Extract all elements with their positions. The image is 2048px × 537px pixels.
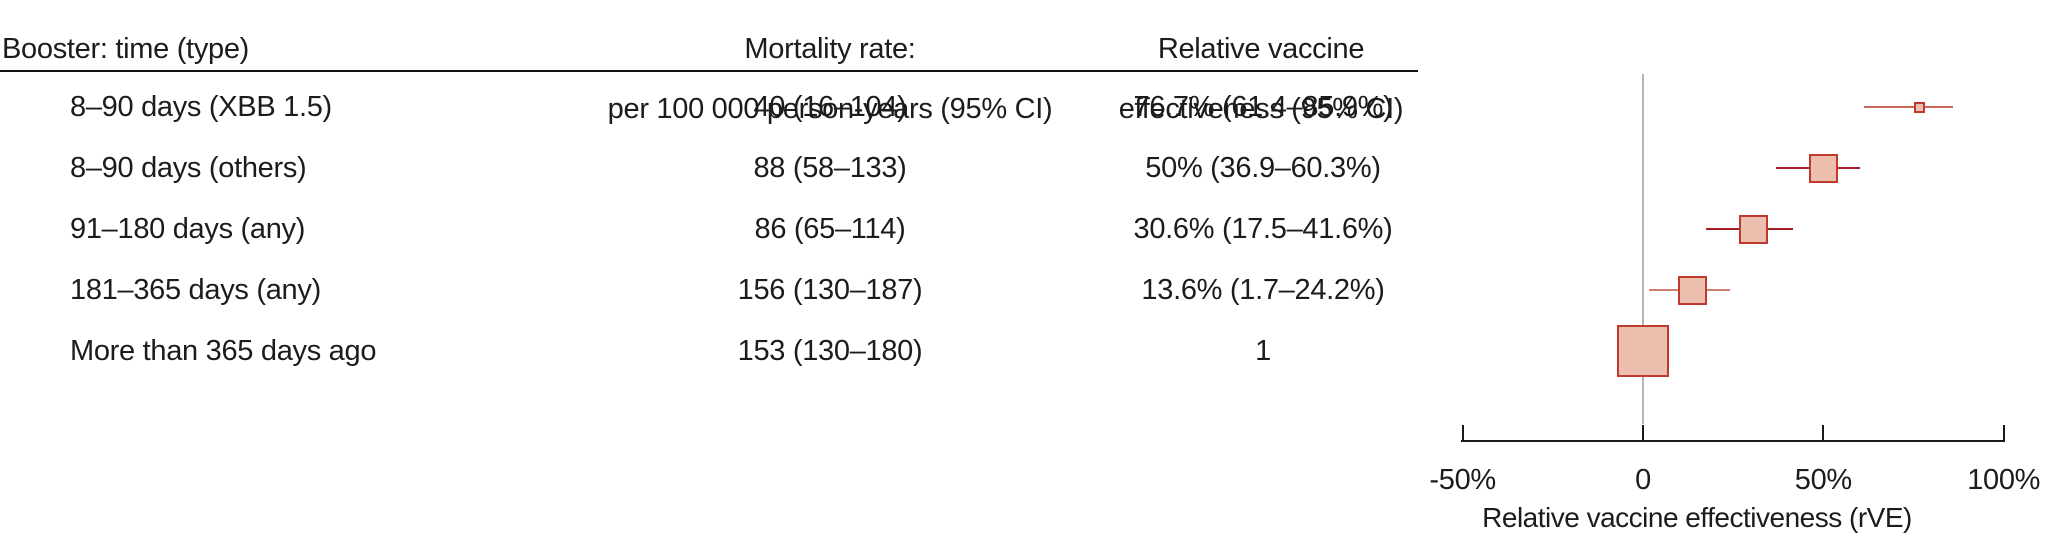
reference-line [1642, 74, 1644, 424]
x-axis-title: Relative vaccine effectiveness (rVE) [1482, 502, 1912, 533]
x-axis-tick-label: 0 [1635, 464, 1651, 496]
row-rve: 1 [1255, 335, 1271, 367]
row-label: 8–90 days (others) [70, 152, 307, 184]
x-axis-tick [1642, 425, 1644, 440]
row-rve: 13.6% (1.7–24.2%) [1141, 274, 1385, 306]
row-label: 181–365 days (any) [70, 274, 321, 306]
ci-line [1864, 106, 1953, 108]
row-mortality: 153 (130–180) [737, 335, 923, 367]
x-axis-tick-label: 100% [1967, 464, 2041, 496]
row-label: 8–90 days (XBB 1.5) [70, 91, 332, 123]
row-rve: 76.7% (61.4–85.9%) [1133, 91, 1393, 123]
col-header-mortality: Mortality rate: per 100 000 person-years… [530, 4, 1130, 154]
x-axis-tick [2002, 425, 2005, 440]
estimate-marker [1808, 153, 1838, 183]
col-header-mortality-line2: per 100 000 person-years (95% CI) [607, 93, 1053, 125]
row-label: 91–180 days (any) [70, 213, 306, 245]
col-header-mortality-line1: Mortality rate: [744, 33, 916, 65]
x-axis-tick [1822, 425, 1825, 440]
col-header-booster: Booster: time (type) [2, 33, 250, 65]
row-rve: 30.6% (17.5–41.6%) [1133, 213, 1393, 245]
col-header-rve-line1: Relative vaccine [1157, 33, 1365, 65]
header-divider [0, 70, 1418, 72]
row-label: More than 365 days ago [70, 335, 377, 367]
x-axis-tick-label: -50% [1429, 464, 1496, 496]
estimate-marker [1677, 275, 1707, 305]
row-mortality: 40 (16–104) [753, 91, 907, 123]
x-axis-tick-label: 50% [1794, 464, 1852, 496]
x-axis-tick [1461, 425, 1464, 440]
x-axis-line [1461, 440, 2005, 442]
estimate-marker [1738, 214, 1768, 244]
col-header-rve: Relative vaccine effectiveness (95% CI) [1036, 4, 1486, 154]
estimate-marker [1914, 101, 1926, 113]
row-mortality: 88 (58–133) [753, 152, 907, 184]
row-mortality: 86 (65–114) [754, 213, 906, 245]
row-mortality: 156 (130–187) [737, 274, 923, 306]
col-header-rve-line2: effectiveness (95% CI) [1118, 93, 1404, 125]
reference-marker [1617, 325, 1669, 378]
row-rve: 50% (36.9–60.3%) [1145, 152, 1381, 184]
